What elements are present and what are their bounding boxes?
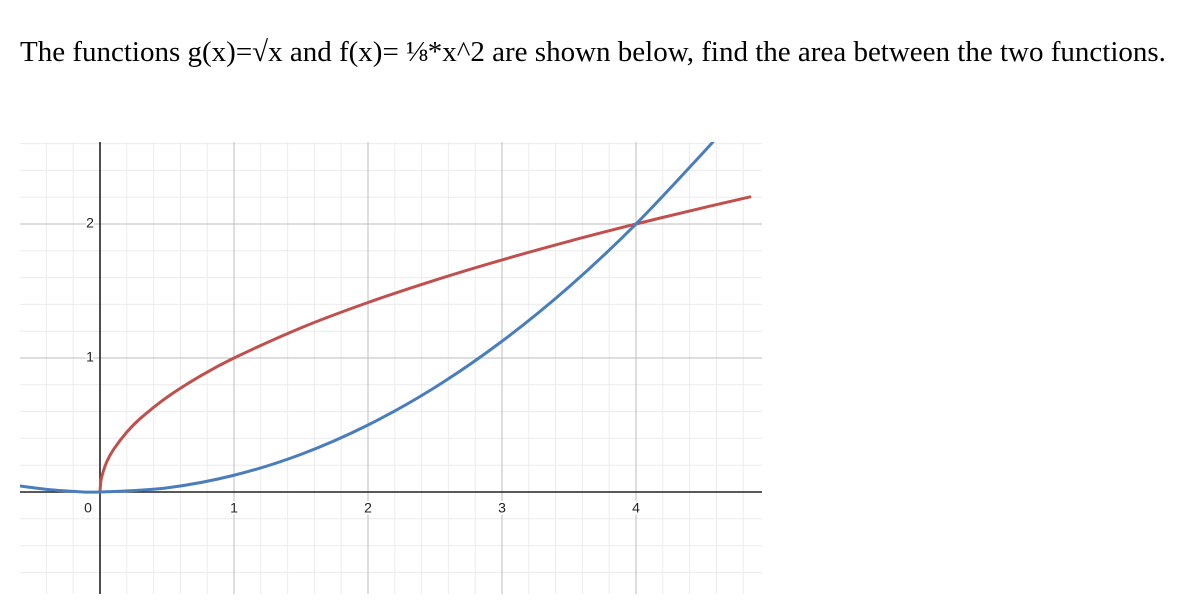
tick-labels: 0 1 2 3 4 1 2 [82,213,642,518]
question-text: The functions g(x)=√x and f(x)= ⅛*x^2 ar… [20,36,1166,68]
major-grid [20,142,762,594]
parabola-curve [20,142,715,494]
sqrt-curve [98,195,752,494]
y-tick-label: 1 [86,349,94,365]
x-tick-label: 1 [230,500,238,516]
axes [20,142,762,594]
y-tick-label: 2 [86,215,94,231]
curves [20,142,752,494]
minor-grid [20,142,762,594]
x-tick-label: 3 [498,500,506,516]
x-tick-label: 4 [632,500,640,516]
x-tick-label: 0 [84,500,92,516]
function-graph: 0 1 2 3 4 1 2 [20,142,762,594]
x-tick-label: 2 [364,500,372,516]
